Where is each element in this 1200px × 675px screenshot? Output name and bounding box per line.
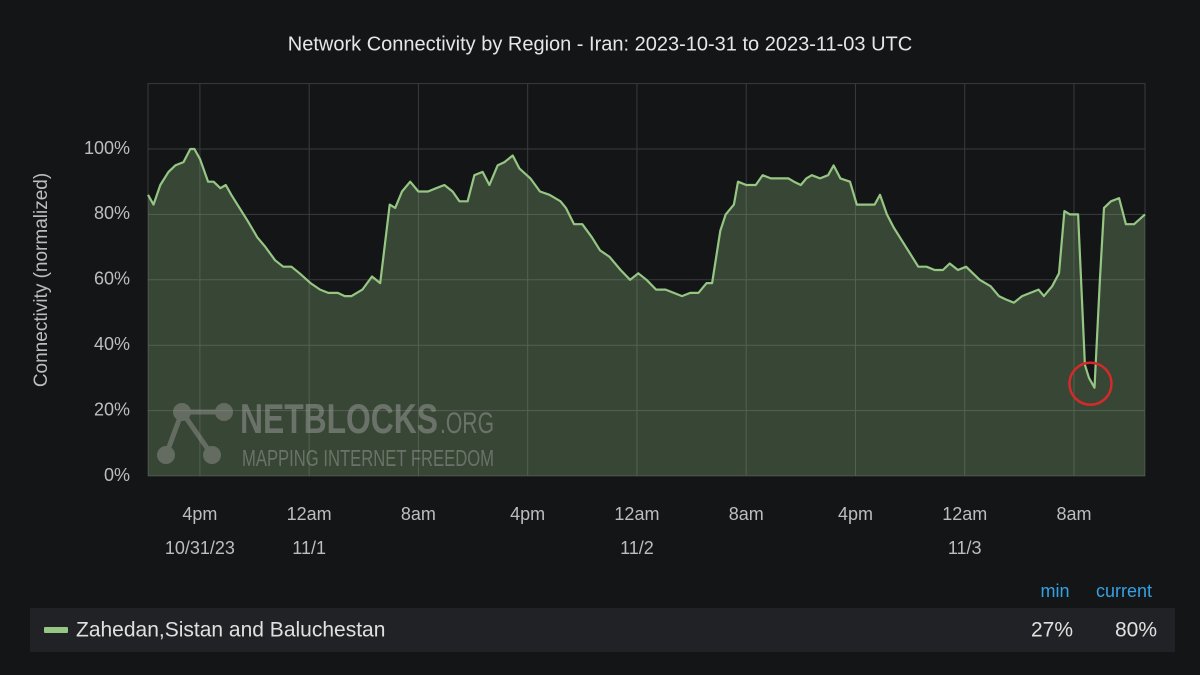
area bbox=[148, 149, 1145, 476]
legend: Zahedan,Sistan and Baluchestan min 27% curr… bbox=[44, 581, 1157, 642]
watermark-brand: NETBLOCKS bbox=[240, 395, 438, 442]
x-tick-label: 12am bbox=[287, 504, 332, 524]
highlight-circle bbox=[1068, 361, 1113, 406]
plot bbox=[147, 147, 1146, 476]
y-axis: 0% 20% 40% 60% 80% 100% bbox=[84, 138, 130, 485]
x-axis: 4pm 10/31/23 12am 11/1 8am 4pm 12am 11/2 8am 4pm 1… bbox=[165, 504, 1092, 558]
y-tick-label: 0% bbox=[104, 465, 130, 485]
chart-title: Network Connectivity by Region - Iran: 2… bbox=[288, 33, 912, 55]
x-tick-label: 4pm bbox=[182, 504, 217, 524]
x-tick-label: 12am bbox=[942, 504, 987, 524]
x-tick-label: 4pm bbox=[838, 504, 873, 524]
x-tick-label: 8am bbox=[729, 504, 764, 524]
y-tick-label: 80% bbox=[94, 203, 130, 223]
line bbox=[147, 147, 1146, 389]
y-tick-label: 20% bbox=[94, 399, 130, 419]
legend-stat-value: 27% bbox=[1031, 619, 1073, 642]
legend-swatch bbox=[44, 627, 68, 633]
x-tick-label: 4pm bbox=[510, 504, 545, 524]
legend-stat-header: current bbox=[1096, 581, 1152, 601]
legend-label: Zahedan,Sistan and Baluchestan bbox=[76, 619, 385, 642]
x-tick-sublabel: 11/2 bbox=[620, 538, 654, 558]
legend-row bbox=[30, 608, 1175, 652]
watermark-tagline: MAPPING INTERNET FREEDOM bbox=[242, 445, 494, 471]
x-tick-sublabel: 11/1 bbox=[292, 538, 326, 558]
legend-stat-value: 80% bbox=[1115, 619, 1157, 642]
x-tick-label: 8am bbox=[1056, 504, 1091, 524]
x-tick-sublabel: 10/31/23 bbox=[165, 538, 235, 558]
watermark: NETBLOCKS .ORG MAPPING INTERNET FREEDOM bbox=[157, 395, 494, 471]
x-tick-label: 12am bbox=[614, 504, 659, 524]
x-tick-label: 8am bbox=[401, 504, 436, 524]
y-tick-label: 60% bbox=[94, 269, 130, 289]
grid bbox=[147, 83, 1146, 477]
y-tick-label: 40% bbox=[94, 334, 130, 354]
watermark-logo bbox=[157, 403, 233, 464]
y-tick-label: 100% bbox=[84, 138, 130, 158]
y-axis-label: Connectivity (normalized) bbox=[31, 173, 52, 387]
watermark-domain: .ORG bbox=[440, 407, 494, 440]
legend-stat-header: min bbox=[1040, 581, 1069, 601]
x-tick-sublabel: 11/3 bbox=[948, 538, 982, 558]
